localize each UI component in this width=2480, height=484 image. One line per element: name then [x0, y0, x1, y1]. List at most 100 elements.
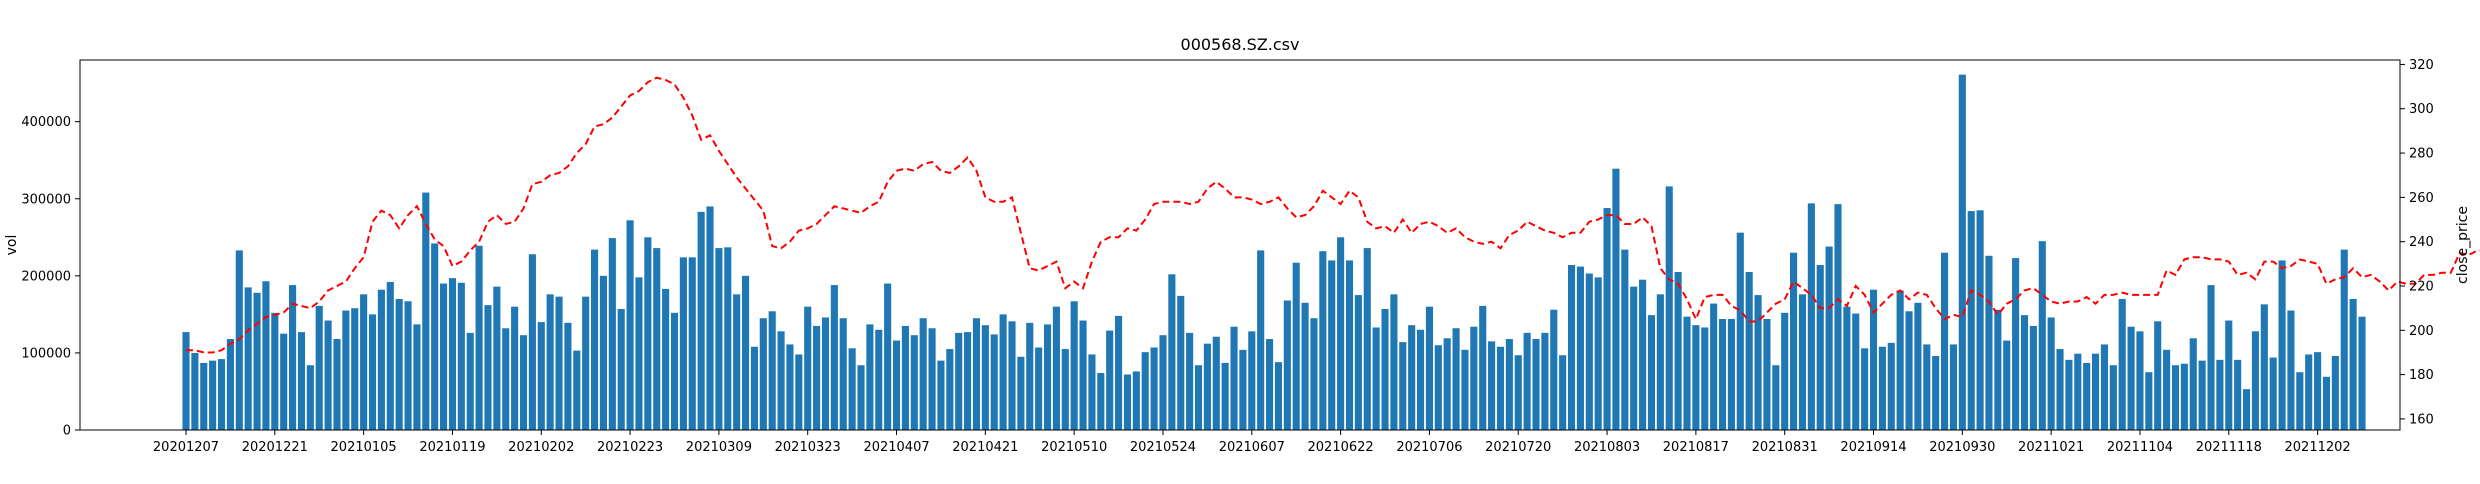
volume-bar: [1283, 300, 1291, 430]
volume-bar: [688, 257, 696, 430]
volume-bar: [2251, 331, 2259, 430]
volume-bar: [253, 292, 261, 430]
volume-bar: [502, 328, 510, 430]
volume-bar: [511, 306, 519, 430]
volume-bar: [1452, 328, 1460, 430]
x-tick-label: 20210803: [1574, 440, 1640, 455]
volume-bar: [626, 220, 634, 430]
volume-bar: [1079, 320, 1087, 430]
volume-bar: [386, 282, 394, 430]
volume-bar: [1443, 338, 1451, 430]
volume-bar: [1861, 348, 1869, 430]
volume-bar: [972, 318, 981, 430]
volume-bar: [289, 285, 297, 430]
volume-bar: [2322, 376, 2331, 430]
volume-bar: [2003, 340, 2011, 430]
volume-bar: [466, 332, 474, 431]
volume-bar: [2225, 320, 2233, 430]
x-tick-label: 20210607: [1219, 440, 1285, 455]
volume-bar: [1932, 356, 1940, 430]
volume-bar: [1878, 346, 1886, 430]
volume-bar: [1186, 332, 1194, 431]
volume-bar: [1896, 290, 1904, 430]
volume-bar: [2242, 389, 2251, 430]
volume-bar: [1301, 302, 1309, 430]
volume-bar: [280, 333, 288, 430]
volume-bar: [1514, 355, 1522, 430]
volume-bar: [1949, 344, 1957, 430]
volume-bar: [573, 350, 581, 430]
volume-bar: [475, 245, 483, 430]
y-axis-left: 0 100000 200000 300000 400000: [21, 115, 80, 439]
x-tick-label: 20210323: [775, 440, 841, 455]
volume-bar: [1541, 332, 1549, 431]
y-right-tick-label: 300: [2409, 102, 2434, 117]
volume-bar: [2038, 241, 2046, 430]
volume-bar: [546, 294, 554, 430]
volume-bar: [377, 289, 385, 430]
volume-bar: [448, 278, 457, 430]
volume-bar: [457, 282, 465, 430]
y-axis-right: 160 180 200 220 240 260 280 300 320: [2400, 58, 2434, 427]
volume-bar: [1763, 319, 1771, 430]
volume-bar: [1203, 343, 1211, 430]
volume-bar: [315, 305, 323, 430]
volume-bar: [1017, 356, 1025, 430]
volume-bar: [1488, 341, 1496, 430]
volume-bar: [1958, 74, 1966, 431]
volume-bar: [901, 325, 909, 430]
volume-bar: [1567, 265, 1576, 430]
y-right-tick-label: 200: [2409, 324, 2434, 339]
volume-bar: [1692, 325, 1700, 430]
volume-bar: [1807, 203, 1815, 430]
volume-bar: [2154, 321, 2162, 430]
volume-bar: [1212, 336, 1220, 430]
volume-bar: [733, 294, 741, 430]
volume-bar: [1132, 371, 1140, 430]
volume-bar: [1683, 316, 1691, 430]
volume-bar: [2109, 365, 2117, 430]
volume-bar: [1914, 302, 1922, 430]
volume-bar: [1852, 313, 1860, 430]
volume-bar: [582, 296, 590, 430]
volume-bar: [1070, 301, 1078, 430]
volume-bar: [635, 277, 643, 431]
volume-bar: [368, 314, 377, 431]
volume-bar: [2171, 365, 2180, 430]
volume-bar: [741, 275, 750, 430]
volume-bar: [1665, 186, 1673, 430]
volume-bar: [2020, 315, 2029, 430]
y-right-tick-label: 320: [2409, 58, 2434, 73]
volume-bar: [2305, 354, 2313, 430]
x-tick-label: 20211118: [2196, 440, 2262, 455]
volume-bar: [1887, 342, 1895, 430]
volume-bar: [1008, 321, 1016, 430]
volume-bar: [2100, 344, 2108, 430]
volume-bar: [2260, 304, 2268, 430]
volume-bar: [2234, 359, 2242, 430]
volume-bar: [2296, 372, 2304, 430]
close-price-line: [186, 76, 2480, 354]
volume-bar: [1168, 274, 1176, 430]
volume-bar: [857, 365, 865, 430]
volume-bar: [1701, 327, 1709, 430]
volume-bar: [1310, 318, 1318, 430]
x-tick-label: 20210105: [331, 440, 397, 455]
volume-bar: [2198, 360, 2206, 431]
volume-bar: [1266, 339, 1274, 430]
volume-bar: [1106, 330, 1114, 430]
volume-bar: [1639, 279, 1647, 430]
x-tick-label: 20211202: [2285, 440, 2351, 455]
volume-bar: [1496, 346, 1505, 430]
x-tick-label: 20210407: [863, 440, 929, 455]
volume-bar: [2092, 353, 2100, 430]
x-axis: 20201207 20201221 20210105 20210119 20210202…: [153, 430, 2351, 455]
volume-bar: [1559, 355, 1567, 430]
volume-bar: [1337, 237, 1345, 430]
volume-bar: [1825, 246, 1833, 430]
volume-bar: [2278, 260, 2286, 430]
volume-bar: [395, 298, 403, 430]
volume-bar: [528, 254, 536, 430]
volume-bar: [422, 192, 430, 430]
x-tick-label: 20201221: [242, 440, 308, 455]
